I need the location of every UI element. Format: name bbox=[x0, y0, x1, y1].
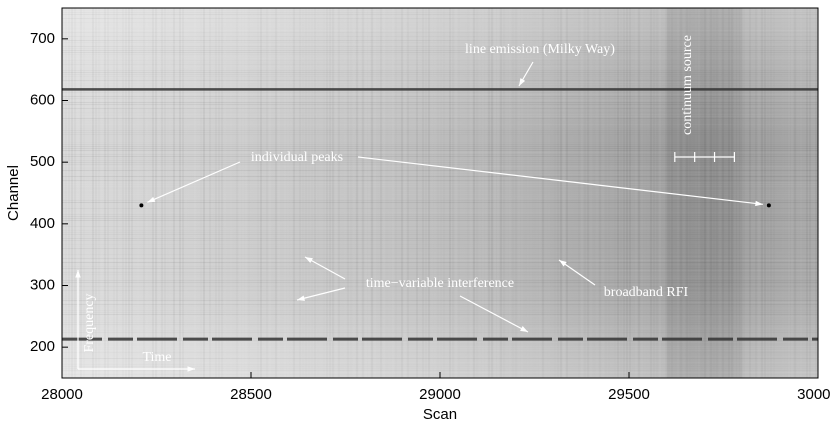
y-tick-label: 300 bbox=[30, 276, 55, 293]
annotation: continuum source bbox=[680, 35, 695, 135]
arrow-head bbox=[520, 326, 528, 332]
continuum-band bbox=[666, 8, 743, 378]
peak bbox=[766, 203, 771, 208]
arrow-head bbox=[559, 260, 567, 267]
image-shade bbox=[62, 8, 818, 378]
peak bbox=[139, 203, 144, 208]
annotation: individual peaks bbox=[251, 150, 343, 165]
y-tick-label: 700 bbox=[30, 30, 55, 47]
x-tick-label: 28500 bbox=[230, 386, 272, 403]
x-tick-label: 28000 bbox=[41, 386, 83, 403]
annotation: Frequency bbox=[82, 293, 97, 352]
annotation: time−variable interference bbox=[366, 276, 514, 291]
plot-area bbox=[61, 7, 819, 379]
arrow-head bbox=[297, 295, 305, 301]
x-tick-label: 30000 bbox=[797, 386, 830, 403]
x-axis-label: Scan bbox=[423, 406, 457, 423]
arrow bbox=[304, 256, 346, 280]
y-tick-label: 200 bbox=[30, 338, 55, 355]
y-axis-label: Channel bbox=[5, 165, 22, 221]
arrow-head bbox=[519, 78, 526, 86]
annotation: Time bbox=[142, 350, 171, 365]
annotations: line emission (Milky Way) continuum sourc… bbox=[75, 35, 763, 372]
arrow-head bbox=[75, 270, 81, 278]
annotation: line emission (Milky Way) bbox=[465, 42, 615, 57]
y-tick-label: 500 bbox=[30, 153, 55, 170]
annotation: broadband RFI bbox=[604, 285, 689, 300]
arrow bbox=[296, 287, 346, 301]
y-tick-label: 400 bbox=[30, 215, 55, 232]
x-tick-label: 29000 bbox=[419, 386, 461, 403]
arrow bbox=[357, 156, 763, 205]
arrow-head bbox=[187, 366, 195, 372]
arrow bbox=[147, 161, 241, 203]
arrow-head bbox=[147, 196, 156, 203]
arrow-head bbox=[305, 257, 313, 264]
y-tick-label: 600 bbox=[30, 91, 55, 108]
arrow-head bbox=[755, 200, 763, 207]
x-tick-label: 29500 bbox=[608, 386, 650, 403]
arrow bbox=[459, 295, 529, 333]
